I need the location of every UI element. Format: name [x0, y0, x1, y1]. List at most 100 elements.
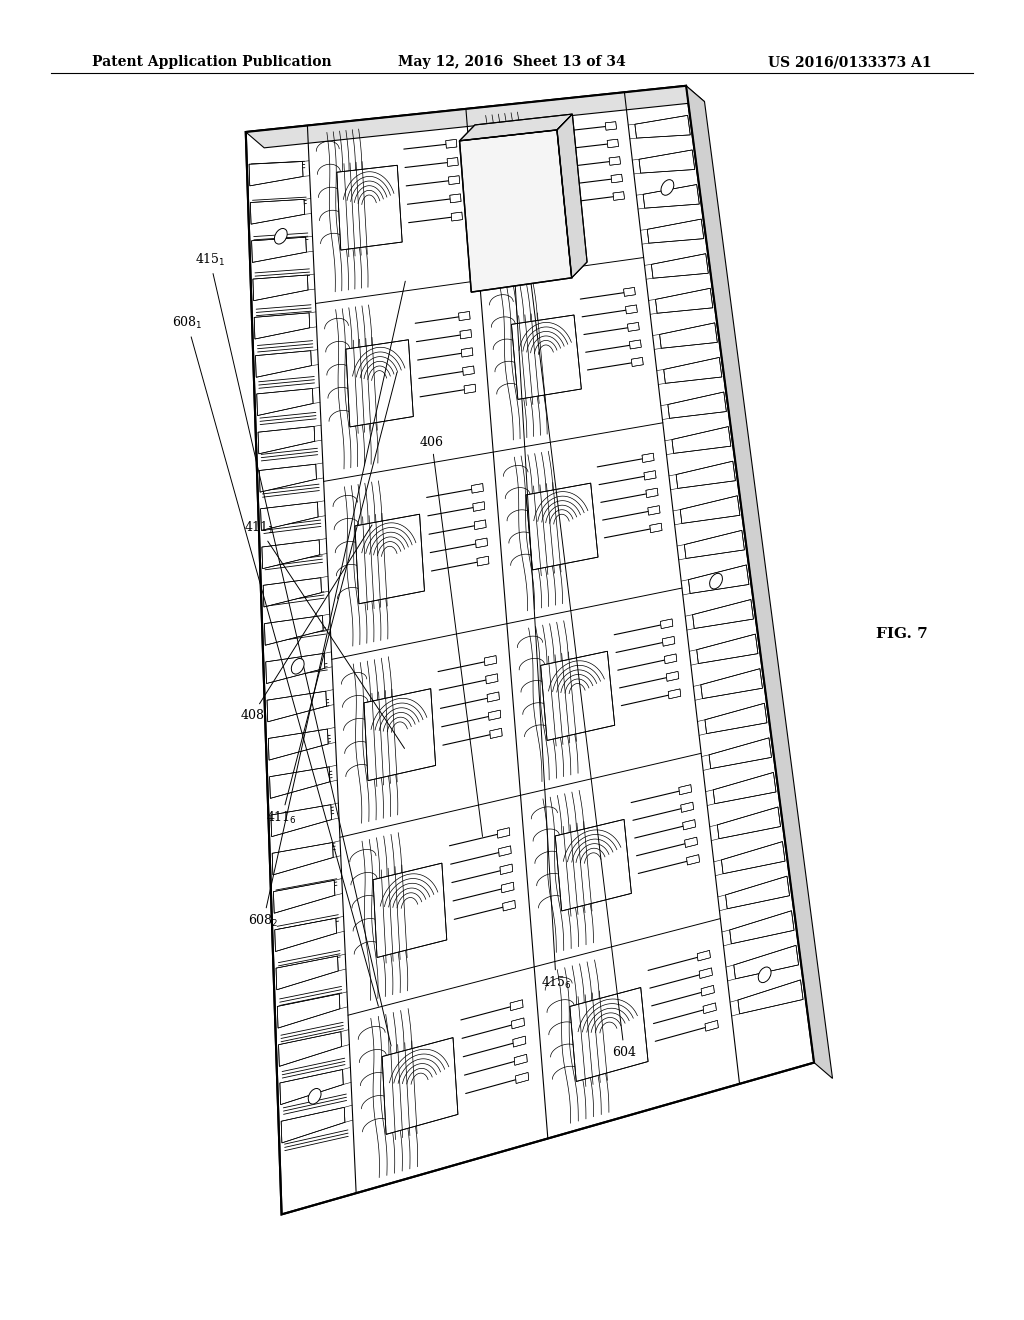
Polygon shape	[672, 426, 731, 453]
Text: 406: 406	[420, 436, 482, 837]
Polygon shape	[663, 636, 675, 647]
Polygon shape	[655, 288, 713, 313]
Polygon shape	[557, 114, 587, 277]
Text: US 2016/0133373 A1: US 2016/0133373 A1	[768, 55, 932, 70]
Polygon shape	[607, 139, 618, 148]
Polygon shape	[681, 803, 693, 812]
Text: 411$_6$: 411$_6$	[266, 372, 397, 826]
Polygon shape	[511, 315, 582, 400]
Polygon shape	[280, 1069, 343, 1105]
Polygon shape	[611, 174, 623, 182]
Polygon shape	[628, 322, 639, 331]
Polygon shape	[683, 820, 695, 830]
Text: 608$_2$: 608$_2$	[248, 281, 406, 929]
Polygon shape	[485, 673, 498, 684]
Polygon shape	[541, 651, 614, 741]
Polygon shape	[263, 578, 322, 607]
Polygon shape	[684, 531, 744, 558]
Polygon shape	[257, 388, 313, 416]
Ellipse shape	[710, 573, 723, 589]
Polygon shape	[685, 837, 697, 847]
Polygon shape	[254, 313, 309, 339]
Polygon shape	[271, 805, 332, 837]
Polygon shape	[511, 1018, 524, 1028]
Polygon shape	[515, 1072, 528, 1084]
Polygon shape	[450, 194, 461, 203]
Polygon shape	[499, 846, 511, 857]
Ellipse shape	[274, 228, 287, 244]
Polygon shape	[664, 358, 722, 383]
Polygon shape	[635, 115, 690, 139]
Polygon shape	[665, 653, 677, 664]
Polygon shape	[445, 140, 457, 148]
Polygon shape	[460, 129, 571, 292]
Polygon shape	[253, 275, 308, 301]
Polygon shape	[279, 1032, 342, 1067]
Polygon shape	[613, 191, 625, 201]
Polygon shape	[246, 86, 814, 1214]
Polygon shape	[646, 488, 658, 498]
Polygon shape	[676, 461, 735, 488]
Polygon shape	[449, 176, 460, 185]
Polygon shape	[705, 1020, 718, 1031]
Polygon shape	[473, 502, 484, 511]
Polygon shape	[639, 150, 694, 173]
Polygon shape	[258, 426, 314, 454]
Polygon shape	[346, 339, 414, 426]
Polygon shape	[699, 968, 713, 978]
Polygon shape	[373, 863, 446, 957]
Polygon shape	[722, 842, 785, 874]
Polygon shape	[650, 523, 663, 533]
Polygon shape	[726, 876, 790, 908]
Polygon shape	[463, 366, 474, 375]
Polygon shape	[475, 539, 487, 548]
Polygon shape	[282, 1107, 345, 1143]
Polygon shape	[255, 351, 311, 378]
Polygon shape	[709, 738, 771, 768]
Polygon shape	[700, 669, 763, 698]
Polygon shape	[460, 114, 572, 141]
Text: 415$_1$: 415$_1$	[195, 252, 391, 1045]
Polygon shape	[268, 729, 328, 760]
Polygon shape	[500, 865, 513, 875]
Polygon shape	[272, 842, 333, 875]
Polygon shape	[498, 828, 510, 838]
Text: FIG. 7: FIG. 7	[876, 627, 928, 640]
Polygon shape	[624, 288, 635, 296]
Polygon shape	[261, 502, 318, 531]
Polygon shape	[249, 161, 303, 186]
Polygon shape	[705, 704, 767, 734]
Polygon shape	[266, 653, 325, 684]
Polygon shape	[644, 471, 656, 480]
Polygon shape	[474, 520, 486, 529]
Polygon shape	[605, 121, 616, 131]
Polygon shape	[278, 994, 340, 1028]
Polygon shape	[274, 919, 337, 952]
Polygon shape	[267, 692, 327, 722]
Polygon shape	[503, 900, 515, 911]
Polygon shape	[382, 1038, 458, 1134]
Polygon shape	[460, 330, 471, 339]
Polygon shape	[688, 565, 749, 594]
Polygon shape	[647, 219, 703, 243]
Polygon shape	[355, 515, 425, 603]
Polygon shape	[510, 999, 523, 1011]
Polygon shape	[452, 213, 463, 220]
Polygon shape	[269, 767, 330, 799]
Polygon shape	[487, 692, 500, 702]
Polygon shape	[484, 656, 497, 665]
Polygon shape	[669, 689, 681, 698]
Polygon shape	[713, 772, 776, 804]
Polygon shape	[514, 1055, 527, 1065]
Polygon shape	[667, 672, 679, 681]
Polygon shape	[734, 945, 799, 979]
Polygon shape	[730, 911, 794, 944]
Polygon shape	[462, 347, 473, 358]
Polygon shape	[697, 950, 711, 961]
Polygon shape	[609, 157, 621, 165]
Ellipse shape	[308, 1089, 322, 1104]
Polygon shape	[364, 689, 435, 780]
Polygon shape	[273, 880, 335, 913]
Text: Patent Application Publication: Patent Application Publication	[92, 55, 332, 70]
Polygon shape	[632, 358, 643, 367]
